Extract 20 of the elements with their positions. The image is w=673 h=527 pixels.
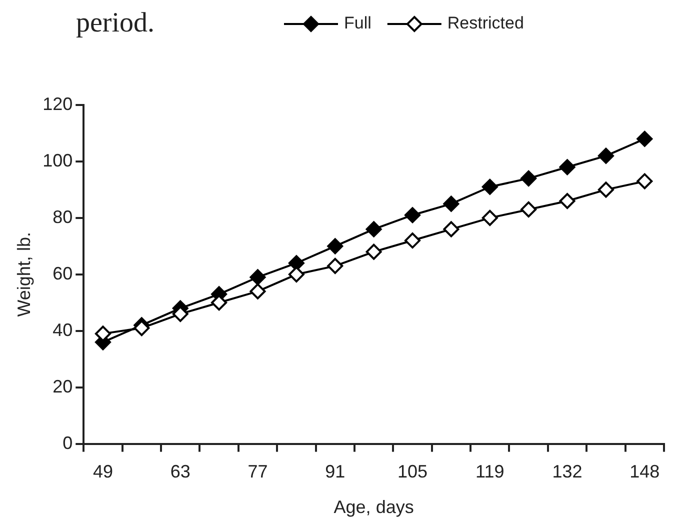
x-tick-label: 63 [170, 462, 190, 482]
x-tick-label: 105 [397, 462, 428, 482]
x-axis-title: Age, days [334, 497, 414, 518]
y-tick-label: 80 [52, 206, 73, 227]
y-tick-label: 0 [62, 432, 73, 453]
x-tick-label: 77 [248, 462, 268, 482]
x-tick-label: 49 [92, 462, 113, 482]
y-axis-title: Weight, lb. [14, 232, 34, 317]
x-tick-label: 119 [476, 462, 504, 482]
y-tick-label: 100 [42, 150, 73, 170]
y-tick-label: 20 [52, 376, 73, 396]
y-tick-label: 120 [42, 94, 73, 114]
text: period. [76, 7, 155, 38]
y-tick-label: 40 [52, 320, 73, 340]
y-tick-label: 60 [52, 263, 73, 284]
legend-label: Restricted [447, 14, 524, 33]
x-tick-label: 132 [552, 462, 582, 482]
legend-label: Full [344, 14, 372, 33]
x-tick-label: 91 [325, 462, 346, 482]
x-tick-label: 148 [630, 462, 660, 482]
